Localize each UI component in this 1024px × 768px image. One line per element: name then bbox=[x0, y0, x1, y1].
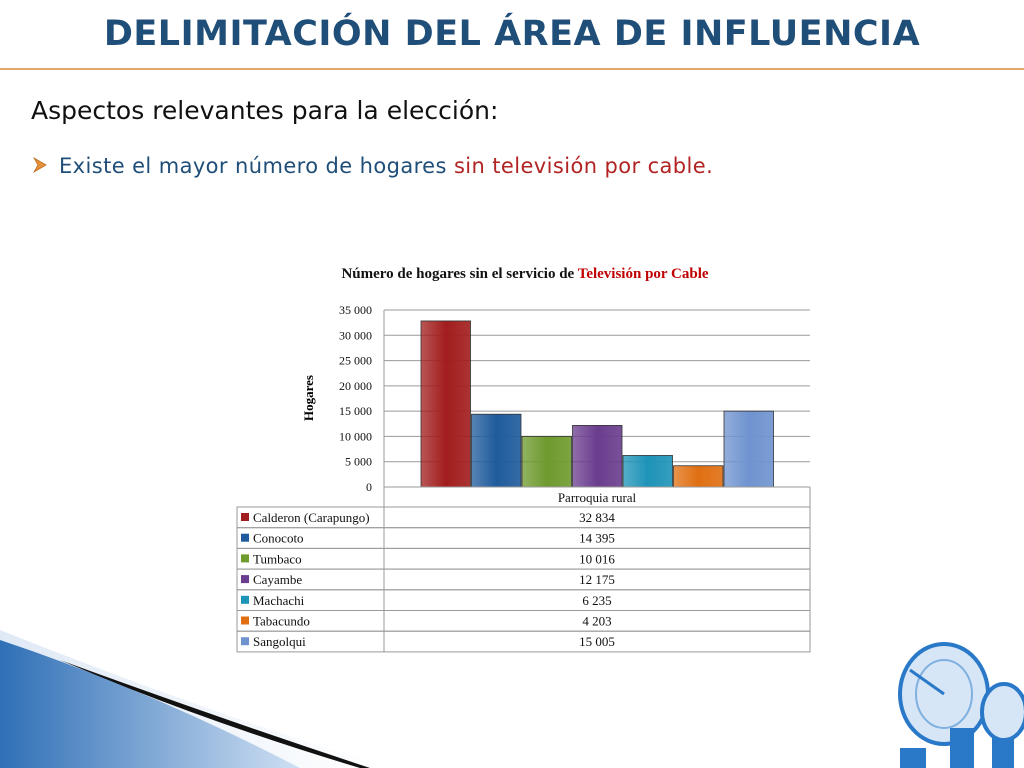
y-tick-label: 5 000 bbox=[345, 455, 372, 469]
legend-label: Conocoto bbox=[253, 531, 304, 546]
legend-label: Tumbaco bbox=[253, 551, 302, 566]
y-tick-label: 0 bbox=[366, 480, 372, 494]
data-label: 4 203 bbox=[582, 614, 611, 629]
title-divider bbox=[0, 68, 1024, 70]
bullet-text: Existe el mayor número de hogares bbox=[59, 154, 454, 178]
legend-label: Sangolqui bbox=[253, 634, 306, 649]
y-tick-label: 35 000 bbox=[339, 303, 372, 317]
bar-calderon-carapungo bbox=[420, 320, 471, 488]
data-label: 6 235 bbox=[582, 593, 611, 608]
data-label: 14 395 bbox=[579, 531, 615, 546]
legend-key bbox=[241, 616, 249, 625]
slide-subtitle: Aspectos relevantes para la elección: bbox=[31, 96, 499, 125]
legend-key bbox=[241, 637, 249, 646]
decorative-swoosh bbox=[0, 630, 390, 768]
bar-tumbaco bbox=[521, 435, 572, 488]
legend-label: Machachi bbox=[253, 593, 305, 608]
chart-title-text: Número de hogares sin el servicio de bbox=[341, 266, 578, 282]
legend-key bbox=[241, 533, 249, 542]
y-tick-label: 10 000 bbox=[339, 429, 372, 443]
data-label: 10 016 bbox=[579, 551, 615, 566]
satellite-dish-image bbox=[898, 642, 1024, 768]
data-label: 15 005 bbox=[579, 634, 615, 649]
legend-key bbox=[241, 575, 249, 584]
bullet-point: Existe el mayor número de hogares sin te… bbox=[32, 154, 714, 178]
arrow-bullet-icon bbox=[32, 154, 47, 178]
legend-key bbox=[241, 513, 249, 521]
data-label: 32 834 bbox=[579, 510, 615, 525]
slide-title: DELIMITACIÓN DEL ÁREA DE INFLUENCIA bbox=[103, 14, 921, 54]
chart-title-highlight: Televisión por Cable bbox=[577, 266, 709, 282]
bullet-highlight-text: sin televisión por cable. bbox=[453, 154, 714, 178]
table-cell bbox=[383, 630, 811, 653]
data-label: 12 175 bbox=[579, 572, 615, 587]
bar-tabacundo bbox=[673, 465, 724, 488]
legend-label: Tabacundo bbox=[253, 614, 310, 629]
x-axis-label: Parroquia rural bbox=[558, 490, 637, 505]
y-tick-label: 15 000 bbox=[339, 404, 372, 418]
legend-key bbox=[241, 595, 249, 604]
bar-conocoto bbox=[471, 413, 522, 488]
chart-title: Número de hogares sin el servicio de Tel… bbox=[240, 266, 810, 283]
y-tick-label: 20 000 bbox=[339, 379, 372, 393]
bar-sangolqui bbox=[723, 410, 774, 488]
bar-cayambe bbox=[572, 425, 623, 488]
y-axis-label: Hogares bbox=[301, 375, 316, 421]
bar-machachi bbox=[622, 455, 673, 488]
legend-label: Cayambe bbox=[253, 572, 302, 587]
y-tick-label: 30 000 bbox=[339, 328, 372, 342]
legend-key bbox=[241, 554, 249, 563]
legend-label: Calderon (Carapungo) bbox=[253, 510, 370, 525]
y-tick-label: 25 000 bbox=[339, 354, 372, 368]
